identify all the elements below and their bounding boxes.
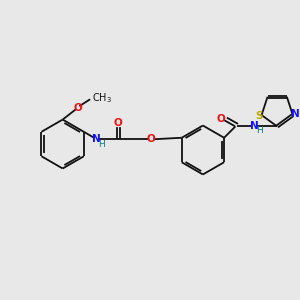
Text: H: H [256, 126, 263, 135]
Text: N: N [92, 134, 101, 144]
Text: N: N [291, 110, 300, 119]
Text: O: O [216, 114, 225, 124]
Text: O: O [113, 118, 122, 128]
Text: H: H [98, 140, 105, 148]
Text: N: N [250, 122, 258, 131]
Text: CH$_3$: CH$_3$ [92, 91, 112, 105]
Text: S: S [256, 111, 263, 121]
Text: O: O [73, 103, 82, 112]
Text: O: O [147, 134, 156, 144]
